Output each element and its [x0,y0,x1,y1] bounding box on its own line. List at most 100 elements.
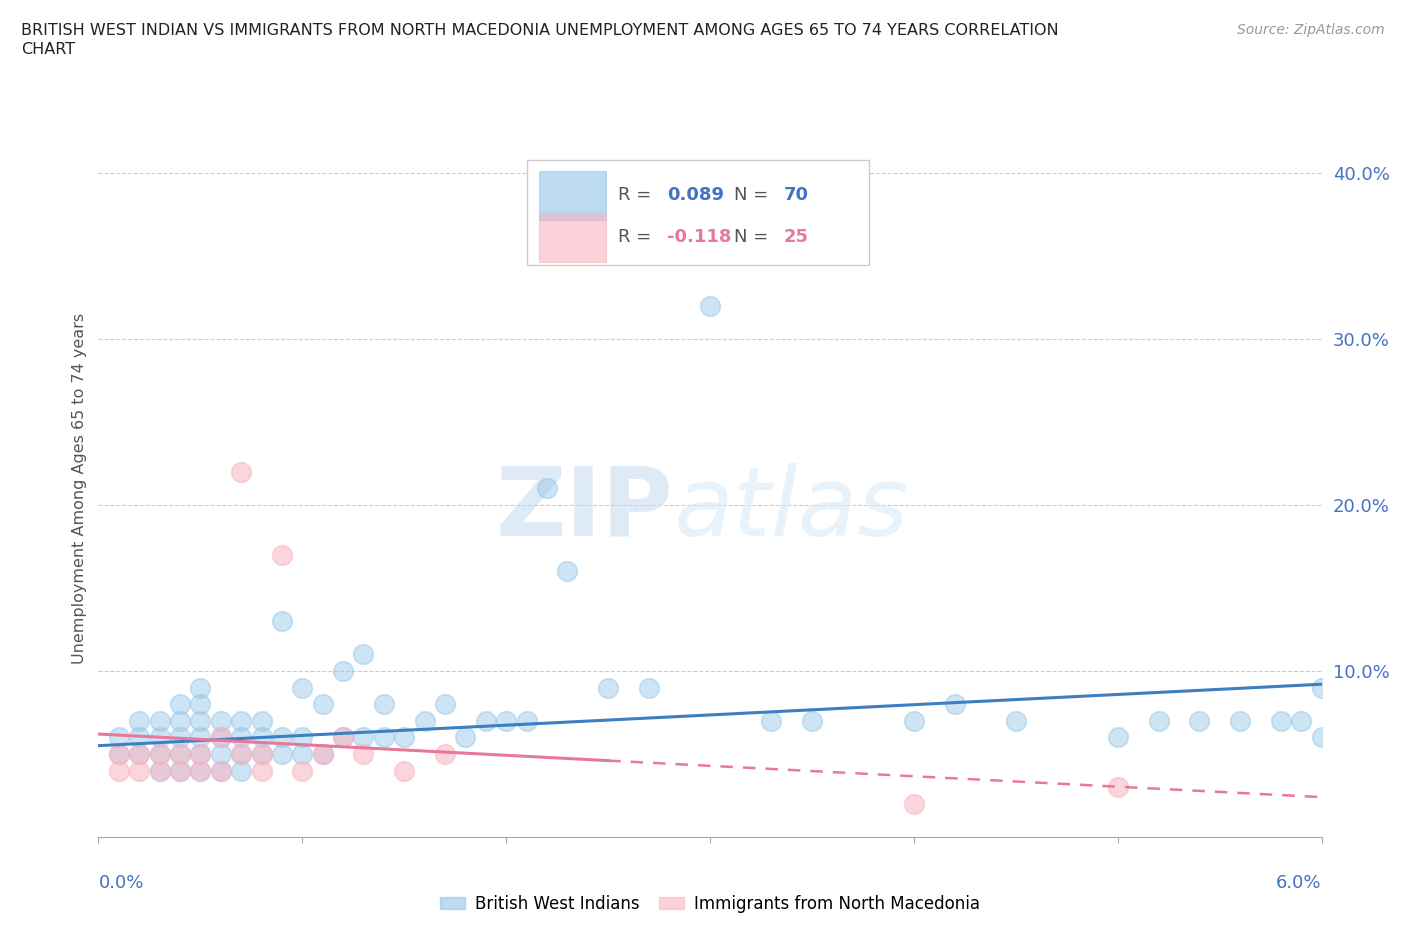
Point [516,713,538,728]
Point [598,680,620,695]
Point [373,730,395,745]
Point [699,299,721,313]
Point [1107,730,1129,745]
Point [128,713,150,728]
Text: R =: R = [619,228,657,246]
Point [128,747,150,762]
Point [188,730,212,745]
Text: R =: R = [619,186,657,205]
Point [188,747,212,762]
Point [149,764,172,778]
Point [352,647,374,662]
Text: 25: 25 [783,228,808,246]
Text: atlas: atlas [673,463,908,556]
Point [149,713,172,728]
Point [801,713,824,728]
Point [149,764,172,778]
Point [169,747,191,762]
Point [1107,779,1129,794]
Point [209,764,232,778]
Point [250,764,273,778]
Point [128,747,150,762]
Point [311,747,335,762]
Point [413,713,436,728]
Point [903,796,925,811]
Point [291,764,314,778]
Point [1310,730,1333,745]
Point [433,747,456,762]
Text: 0.089: 0.089 [668,186,724,205]
Point [169,764,191,778]
Point [270,547,292,562]
Point [291,730,314,745]
Text: 0.0%: 0.0% [98,873,143,892]
Point [108,764,131,778]
Point [392,730,416,745]
Point [311,747,335,762]
Text: N =: N = [734,186,775,205]
Point [128,730,150,745]
Point [209,713,232,728]
Point [943,697,966,711]
Point [169,713,191,728]
Text: 70: 70 [783,186,808,205]
Point [1147,713,1170,728]
Point [555,564,579,578]
Point [209,730,232,745]
Point [188,764,212,778]
Point [169,730,191,745]
Point [169,697,191,711]
Point [128,764,150,778]
Y-axis label: Unemployment Among Ages 65 to 74 years: Unemployment Among Ages 65 to 74 years [72,312,87,664]
Point [291,680,314,695]
Point [352,747,374,762]
Point [250,747,273,762]
Text: Source: ZipAtlas.com: Source: ZipAtlas.com [1237,23,1385,37]
FancyBboxPatch shape [538,171,606,219]
Point [169,747,191,762]
Point [392,764,416,778]
Point [188,697,212,711]
Point [188,680,212,695]
Point [332,730,354,745]
Point [209,730,232,745]
Point [231,747,253,762]
Point [108,747,131,762]
Point [231,713,253,728]
Text: CHART: CHART [21,42,75,57]
Point [149,747,172,762]
Point [1188,713,1211,728]
Point [108,730,131,745]
Point [536,481,558,496]
Text: 6.0%: 6.0% [1277,873,1322,892]
Point [637,680,661,695]
Text: ZIP: ZIP [495,463,673,556]
Point [291,747,314,762]
Point [231,464,253,479]
Point [373,697,395,711]
Point [209,764,232,778]
Point [352,730,374,745]
Point [1289,713,1312,728]
Point [231,764,253,778]
Point [1310,680,1333,695]
Point [209,747,232,762]
Point [270,747,292,762]
Point [149,747,172,762]
Point [188,764,212,778]
Point [188,747,212,762]
Point [761,713,783,728]
Point [231,747,253,762]
FancyBboxPatch shape [538,213,606,261]
FancyBboxPatch shape [526,161,869,265]
Point [270,730,292,745]
Text: -0.118: -0.118 [668,228,731,246]
Legend: British West Indians, Immigrants from North Macedonia: British West Indians, Immigrants from No… [433,888,987,920]
Point [231,730,253,745]
Point [188,713,212,728]
Point [250,730,273,745]
Point [250,747,273,762]
Point [454,730,477,745]
Point [332,663,354,678]
Point [474,713,498,728]
